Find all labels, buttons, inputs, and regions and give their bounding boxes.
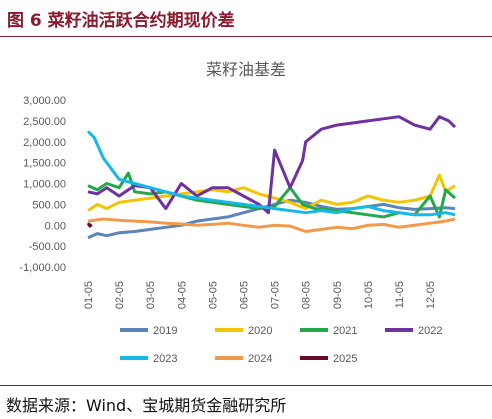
y-tick-label: 500.00 <box>32 199 66 211</box>
footer-rule <box>0 385 492 386</box>
legend-label-2021: 2021 <box>333 325 357 337</box>
legend-label-2020: 2020 <box>248 325 272 337</box>
x-tick-label: 08-05 <box>301 281 313 309</box>
series-line-2024 <box>87 217 456 233</box>
legend: 2019 2020 2021 2022 2023 2024 2025 <box>120 325 442 365</box>
x-tick-label: 05-05 <box>207 281 219 309</box>
y-axis-ticks: 3,000.00 2,500.00 2,000.00 1,500.00 1,000.00… <box>20 95 66 274</box>
y-tick-label: 1,500.00 <box>23 158 66 170</box>
chart-area: 菜籽油基差 3,000.00 2,500.00 2,000.00 1,500.00 1,… <box>20 60 457 365</box>
x-axis-ticks: 01-05 02-05 03-05 04-05 05-05 06-05 07-05 08-05… <box>83 281 437 309</box>
series-lines <box>86 115 457 240</box>
figure-title: 图 6 菜籽油活跃合约期现价差 <box>7 11 235 31</box>
legend-label-2022: 2022 <box>418 325 442 337</box>
x-tick-label: 03-05 <box>145 281 157 309</box>
chart-title: 菜籽油基差 <box>206 60 286 79</box>
x-tick-label: 09-05 <box>332 281 344 309</box>
x-tick-label: 02-05 <box>114 281 126 309</box>
y-tick-label: -1,000.00 <box>20 262 66 274</box>
header-rule <box>0 36 492 37</box>
x-tick-label: 10-05 <box>363 281 375 309</box>
y-tick-label: 1,000.00 <box>23 179 66 191</box>
legend-label-2019: 2019 <box>153 325 177 337</box>
y-tick-label: 2,500.00 <box>23 116 66 128</box>
x-tick-label: 06-05 <box>239 281 251 309</box>
y-tick-label: 0.00 <box>45 220 66 232</box>
y-tick-label: 2,000.00 <box>23 137 66 149</box>
x-tick-label: 07-05 <box>270 281 282 309</box>
y-tick-label: -500.00 <box>29 241 66 253</box>
legend-label-2024: 2024 <box>248 353 272 365</box>
legend-label-2023: 2023 <box>153 353 177 365</box>
series-line-2023 <box>86 130 456 217</box>
x-tick-label: 01-05 <box>83 281 95 309</box>
legend-label-2025: 2025 <box>333 353 357 365</box>
x-tick-label: 12-05 <box>425 281 437 309</box>
y-tick-label: 3,000.00 <box>23 95 66 107</box>
source-note: 数据来源：Wind、宝城期货金融研究所 <box>6 396 287 415</box>
x-tick-label: 04-05 <box>176 281 188 309</box>
series-line-2025 <box>86 222 93 228</box>
series-line-2020 <box>87 173 456 212</box>
x-tick-label: 11-05 <box>394 281 406 308</box>
